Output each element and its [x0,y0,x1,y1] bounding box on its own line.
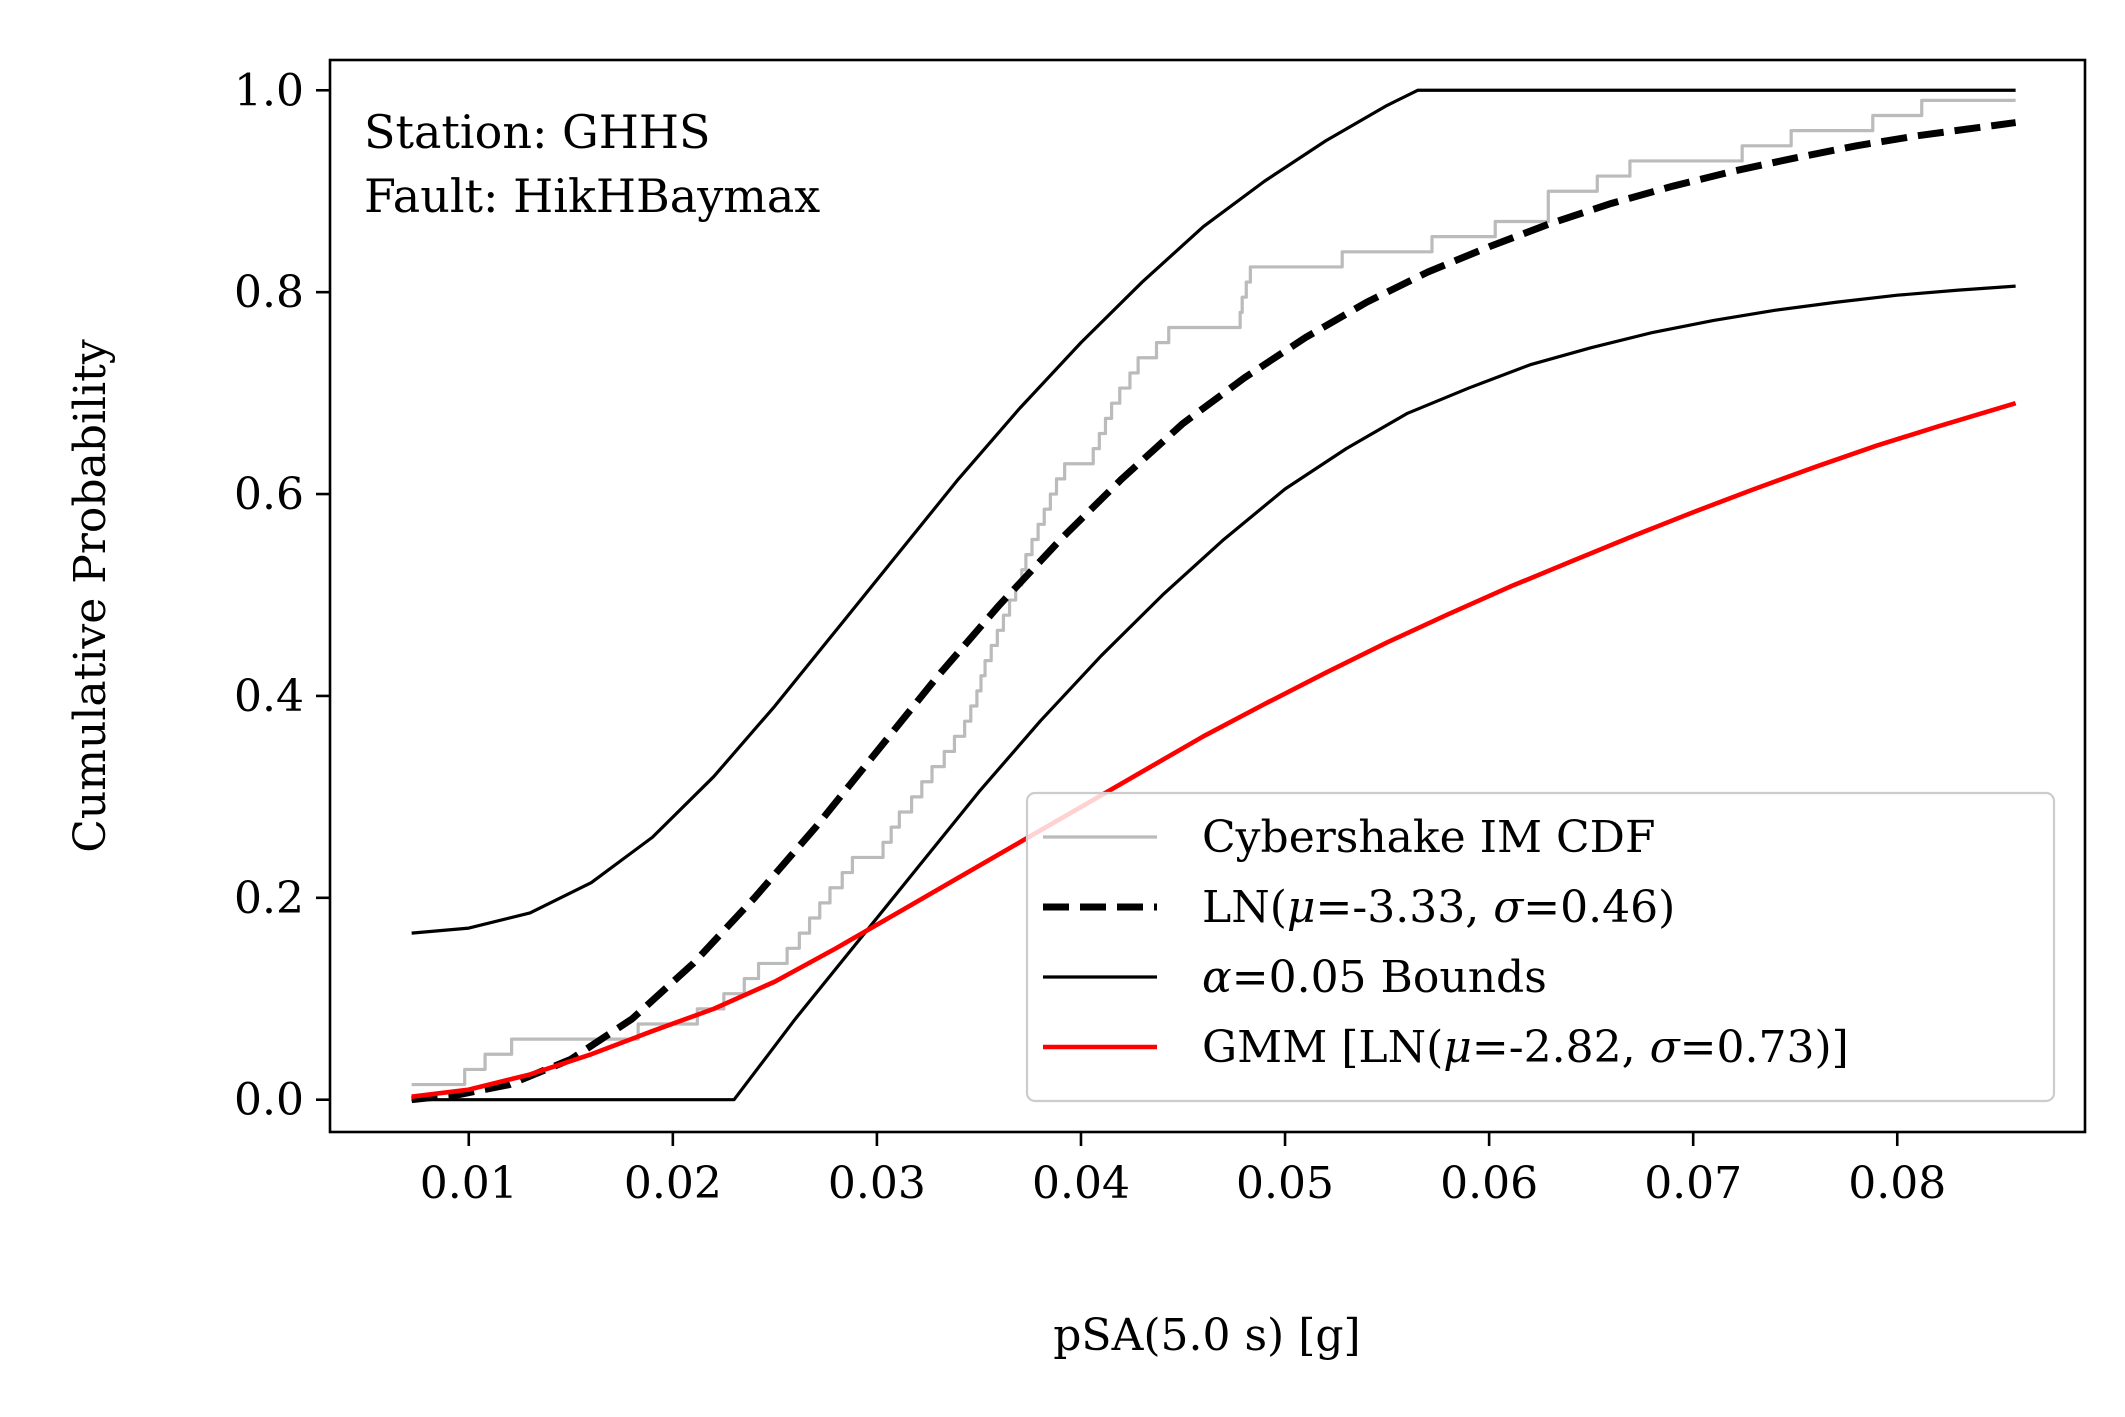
y-tick-label: 0.2 [234,873,304,924]
y-tick-label: 1.0 [234,65,304,116]
x-tick-label: 0.03 [828,1158,926,1209]
legend-entries: Cybershake IM CDF LN(μ=-3.33, σ=0.46) α=0.… [1043,812,1849,1073]
station-annotation: Station: GHHS [364,105,711,159]
legend-label-3: GMM [LN(μ=-2.82, σ=0.73)] [1202,1022,1849,1073]
series-line-2 [411,88,2016,935]
y-tick-label: 0.4 [234,671,304,722]
x-axis-ticks: 0.01 0.02 0.03 0.04 0.05 0.06 0.07 0.08 [420,1132,1946,1209]
legend-label-2: α=0.05 Bounds [1202,952,1547,1003]
y-tick-label: 0.0 [234,1075,304,1126]
x-tick-label: 0.02 [624,1158,722,1209]
legend-box [1025,791,2056,1103]
x-tick-label: 0.05 [1236,1158,1334,1209]
y-tick-label: 0.8 [234,267,304,318]
plot-frame [328,58,2087,1134]
x-tick-label: 0.04 [1032,1158,1130,1209]
x-tick-label: 0.06 [1440,1158,1538,1209]
legend-label-0: Cybershake IM CDF [1202,812,1656,863]
fault-annotation: Fault: HikHBaymax [364,169,820,223]
series-layer [411,88,2017,1104]
x-tick-label: 0.01 [420,1158,518,1209]
x-axis-label: pSA(5.0 s) [g] [1053,1310,1360,1361]
series-line-4 [411,400,2017,1099]
legend-label-1: LN(μ=-3.33, σ=0.46) [1202,882,1675,933]
x-tick-label: 0.08 [1848,1158,1946,1209]
x-tick-label: 0.07 [1644,1158,1742,1209]
series-line-0 [411,98,2016,1087]
series-line-3 [411,284,2016,1102]
y-tick-label: 0.6 [234,469,304,520]
legend: Cybershake IM CDF LN(μ=-3.33, σ=0.46) α=0.… [1025,791,2056,1103]
y-axis-label: Cumulative Probability [65,339,116,853]
series-line-1 [411,119,2017,1104]
y-axis-ticks: 0.0 0.2 0.4 0.6 0.8 1.0 [234,65,330,1126]
